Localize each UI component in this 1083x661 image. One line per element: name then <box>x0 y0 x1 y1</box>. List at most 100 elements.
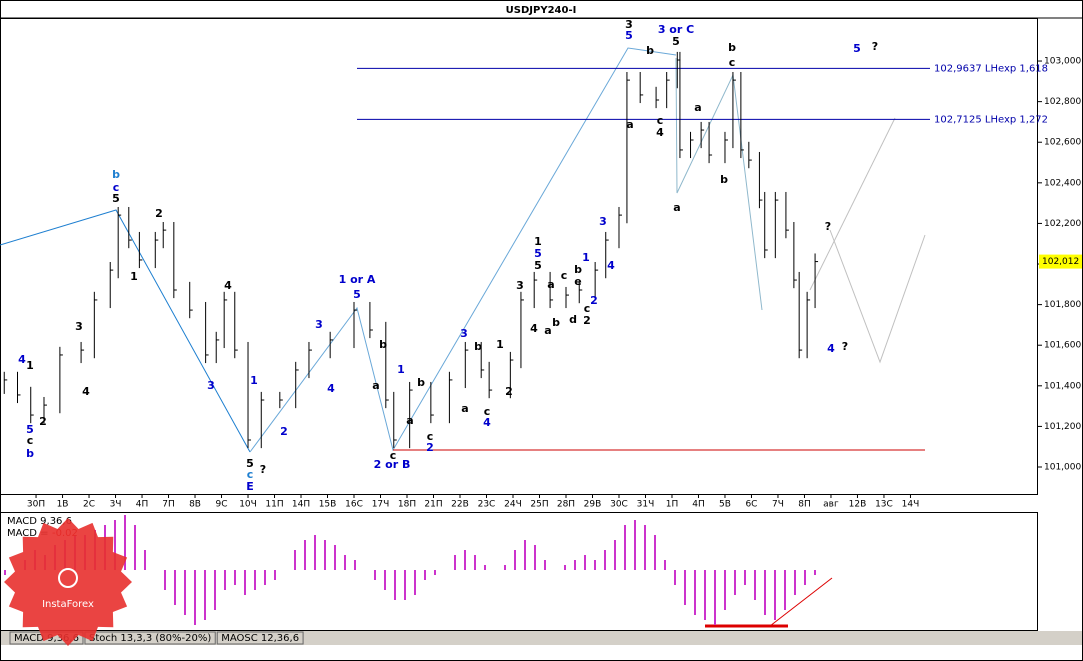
wave-label: ? <box>825 220 831 233</box>
chart-title: USDJPY240-I <box>506 5 577 16</box>
wave-label: 1 <box>397 363 405 376</box>
tab-frame[interactable] <box>216 631 304 645</box>
tab-frame[interactable] <box>84 631 216 645</box>
wave-label: 5 <box>26 423 34 436</box>
x-tick-label: 7Ч <box>772 500 784 510</box>
tab-bar <box>1 631 1082 645</box>
divergence-line <box>769 577 833 627</box>
last-price-box <box>1039 254 1082 269</box>
wave-label: c <box>113 181 120 194</box>
wave-label: 1 <box>130 270 138 283</box>
wave-label: c <box>390 449 397 462</box>
wave-label: ? <box>260 463 266 476</box>
x-tick-label: 8В <box>189 500 201 510</box>
wave-label: 2 <box>280 425 288 438</box>
y-tick-label: 101,200 <box>1044 422 1081 432</box>
x-tick-label: 31Ч <box>637 500 655 510</box>
wave-label: 3 <box>516 279 524 292</box>
wave-label: 5 <box>353 288 361 301</box>
wave-label: ? <box>842 340 848 353</box>
y-tick-label: 102,200 <box>1044 219 1081 229</box>
wave-label: a <box>626 118 633 131</box>
wave-label: 1 or A <box>339 273 376 286</box>
wave-label: 2 <box>39 415 47 428</box>
macd-readout-label: MACD = <box>7 528 49 539</box>
wave-label: 5 <box>625 29 633 42</box>
logo-icon <box>58 568 78 588</box>
x-tick-label: 6С <box>745 500 757 510</box>
wave-label: a <box>694 101 701 114</box>
tabs: MACD 9,36,6Stoch 13,3,3 (80%-20%)MAOSC 1… <box>1 631 1082 645</box>
x-tick-label: 29В <box>584 500 602 510</box>
x-tick-label: 5В <box>719 500 731 510</box>
y-tick-label: 101,400 <box>1044 381 1081 391</box>
x-tick-label: 8П <box>798 500 811 510</box>
last-price-label: 102,012 <box>1042 257 1079 267</box>
wave-label: 3 or C <box>658 23 694 36</box>
x-tick-label: 16С <box>345 500 363 510</box>
wave-label: 1 <box>26 359 34 372</box>
x-tick-label: 17Ч <box>372 500 390 510</box>
wave-label: b <box>379 338 387 351</box>
x-tick-label: 13С <box>875 500 893 510</box>
wave-label: 1 <box>534 235 542 248</box>
x-tick-label: 14П <box>292 500 310 510</box>
wave-label: 5 <box>112 192 120 205</box>
wave-label: b <box>552 316 560 329</box>
macd-pane <box>0 512 1038 631</box>
wave-label: 2 <box>426 441 434 454</box>
wave-label: a <box>544 324 551 337</box>
wave-label: c <box>657 114 664 127</box>
x-tick-label: 28П <box>557 500 575 510</box>
wave-label: 1 <box>496 338 504 351</box>
wave-label: c <box>247 468 254 481</box>
x-tick-label: 4П <box>692 500 705 510</box>
x-tick-label: 24Ч <box>504 500 522 510</box>
wave-label: 4 <box>656 126 664 139</box>
wave-label: 5 <box>672 35 680 48</box>
y-tick-label: 101,600 <box>1044 341 1081 351</box>
wave-label: a <box>372 379 379 392</box>
x-tick-label: 12В <box>849 500 867 510</box>
wave-label: 5 <box>534 247 542 260</box>
x-tick-label: 30С <box>610 500 628 510</box>
wave-label: d <box>569 313 577 326</box>
x-tick-label: 22В <box>451 500 469 510</box>
wave-label: E <box>246 480 254 493</box>
wave-label: 4 <box>327 382 335 395</box>
wave-label: b <box>646 44 654 57</box>
x-tick-label: 1П <box>666 500 679 510</box>
level-label: 102,9637 LHexp 1,618 <box>934 63 1048 74</box>
wave-label: b <box>26 447 34 460</box>
x-tick-label: 21П <box>424 500 442 510</box>
wave-label: 3 <box>460 327 468 340</box>
y-tick-label: 103,000 <box>1044 57 1081 67</box>
wave-label: 4 <box>530 322 538 335</box>
wave-label: 2 <box>590 294 598 307</box>
wave-label: 4 <box>224 279 232 292</box>
wave-label: 4 <box>483 416 491 429</box>
y-tick-label: 102,400 <box>1044 178 1081 188</box>
wave-label: 4 <box>82 385 90 398</box>
x-tick-label: 10Ч <box>239 500 257 510</box>
y-tick-label: 102,800 <box>1044 97 1081 107</box>
tab[interactable]: Stoch 13,3,3 (80%-20%) <box>89 633 211 644</box>
x-tick-label: 3Ч <box>110 500 122 510</box>
wave-label: a <box>673 201 680 214</box>
wave-label: 4 <box>607 259 615 272</box>
wave-label: 5 <box>853 42 861 55</box>
x-tick-label: 25П <box>530 500 548 510</box>
wave-label: 2 <box>583 314 591 327</box>
x-tick-label: 14Ч <box>902 500 920 510</box>
wave-label: c <box>584 302 591 315</box>
tab[interactable]: MAOSC 12,36,6 <box>221 633 299 644</box>
x-tick-label: 23С <box>478 500 496 510</box>
wave-label: 5 <box>246 457 254 470</box>
x-tick-label: 2С <box>83 500 95 510</box>
wave-label: 3 <box>599 215 607 228</box>
wave-label: 2 <box>155 207 163 220</box>
wave-label: b <box>417 376 425 389</box>
wave-label: c <box>427 430 434 443</box>
